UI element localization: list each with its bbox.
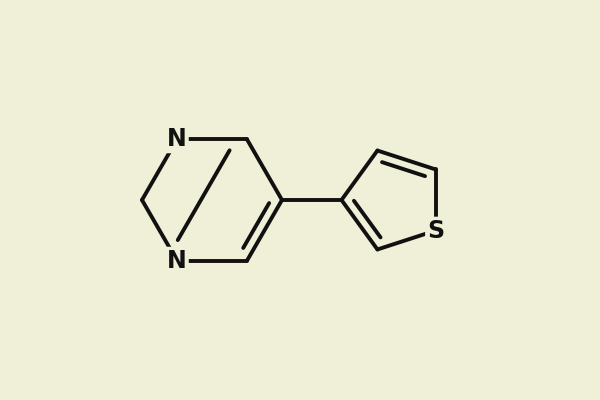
Text: S: S bbox=[427, 218, 444, 242]
Text: N: N bbox=[167, 249, 187, 273]
Text: N: N bbox=[167, 127, 187, 151]
